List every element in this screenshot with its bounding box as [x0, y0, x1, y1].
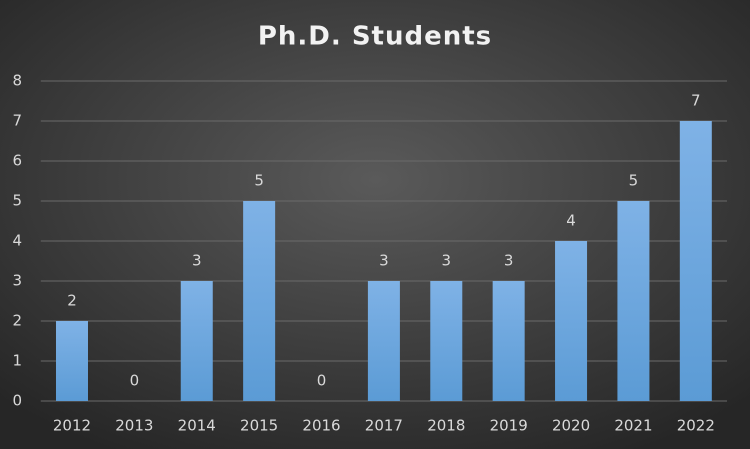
- x-tick-label: 2014: [178, 417, 216, 435]
- x-tick-label: 2012: [53, 417, 91, 435]
- data-label: 4: [566, 212, 576, 230]
- data-label: 3: [504, 252, 514, 270]
- data-label: 0: [317, 372, 327, 390]
- data-label: 3: [379, 252, 389, 270]
- y-tick-label: 0: [12, 392, 22, 410]
- bar: [555, 241, 588, 401]
- bar: [617, 201, 650, 401]
- x-tick-label: 2020: [552, 417, 590, 435]
- x-tick-label: 2017: [365, 417, 403, 435]
- chart-title: Ph.D. Students: [258, 22, 492, 52]
- bar: [430, 281, 463, 401]
- y-tick-label: 6: [12, 152, 22, 170]
- y-tick-label: 4: [12, 232, 22, 250]
- data-label: 7: [691, 92, 701, 110]
- x-tick-label: 2021: [614, 417, 652, 435]
- bar: [367, 281, 400, 401]
- y-tick-label: 7: [12, 112, 22, 130]
- x-tick-label: 2022: [677, 417, 715, 435]
- x-tick-label: 2016: [302, 417, 340, 435]
- bar: [492, 281, 525, 401]
- x-tick-label: 2019: [490, 417, 528, 435]
- y-tick-label: 2: [12, 312, 22, 330]
- bar: [679, 121, 712, 401]
- bar: [55, 321, 88, 401]
- data-label: 0: [130, 372, 140, 390]
- y-tick-label: 8: [12, 72, 22, 90]
- y-tick-label: 5: [12, 192, 22, 210]
- data-label: 3: [192, 252, 202, 270]
- x-tick-label: 2018: [427, 417, 465, 435]
- bar: [243, 201, 276, 401]
- x-tick-label: 2015: [240, 417, 278, 435]
- x-tick-label: 2013: [115, 417, 153, 435]
- data-label: 3: [442, 252, 452, 270]
- data-label: 5: [629, 172, 639, 190]
- data-label: 2: [67, 292, 77, 310]
- bar: [180, 281, 213, 401]
- y-tick-label: 3: [12, 272, 22, 290]
- y-tick-label: 1: [12, 352, 22, 370]
- data-label: 5: [254, 172, 264, 190]
